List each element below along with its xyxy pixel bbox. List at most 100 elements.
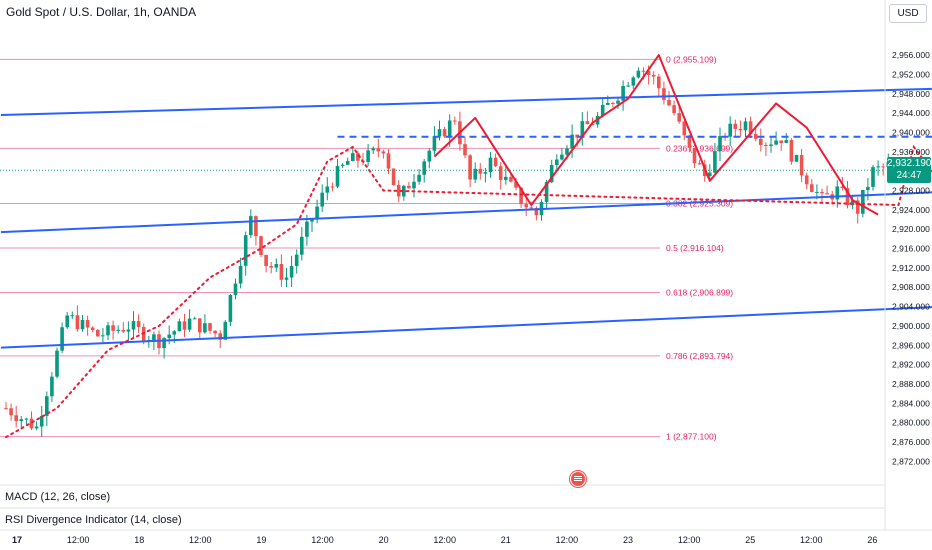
candle-body — [19, 419, 24, 422]
drawing-tools[interactable] — [0, 54, 932, 439]
price-tick-label: 2,872.000 — [892, 456, 930, 466]
candle-body — [641, 70, 646, 72]
candle-body — [335, 165, 340, 187]
candle-body — [764, 144, 768, 147]
candle-body — [407, 185, 411, 189]
price-tick-label: 2,928.000 — [892, 185, 930, 195]
candle-body — [279, 263, 284, 280]
candle-body — [396, 185, 401, 197]
candle-body — [300, 236, 304, 255]
candle-body — [794, 154, 799, 162]
candle-body — [101, 335, 105, 337]
candle-body — [345, 161, 350, 165]
candle-body — [55, 350, 59, 377]
candle-body — [493, 157, 498, 167]
candle-body — [376, 148, 381, 152]
candle-body — [733, 123, 738, 129]
fibonacci-retracement[interactable]: 0 (2,955.109) 0.236 (2,936.699) 0.382 (2,9… — [0, 54, 885, 442]
us-flag-icon[interactable] — [570, 471, 586, 487]
candle-body — [45, 396, 49, 416]
zigzag-pattern-path[interactable] — [433, 54, 879, 216]
candle-body — [687, 135, 692, 148]
currency-button[interactable]: USD — [889, 4, 927, 23]
candle-body — [855, 200, 860, 214]
time-tick-label: 12:00 — [311, 535, 334, 545]
trend-channel-line[interactable] — [0, 286, 932, 349]
candle-body — [192, 318, 197, 320]
candle-body — [590, 124, 595, 126]
candle-body — [616, 100, 620, 104]
candle-body — [473, 168, 477, 180]
candle-body — [65, 315, 69, 328]
candle-body — [672, 105, 676, 114]
candle-body — [677, 113, 681, 122]
fib-level-label: 0.236 (2,936.699) — [666, 143, 733, 153]
price-tick-label: 2,908.000 — [892, 282, 930, 292]
fib-level-label: 0 (2,955.109) — [666, 54, 717, 64]
candle-body — [330, 186, 335, 188]
price-tick-label: 2,880.000 — [892, 418, 930, 428]
time-tick-label: 12:00 — [433, 535, 456, 545]
candle-body — [315, 206, 319, 220]
candle-body — [881, 166, 885, 168]
candle-body — [585, 121, 590, 125]
candle-body — [238, 265, 243, 284]
candle-body — [121, 329, 126, 332]
candle-body — [371, 148, 375, 151]
candle-body — [636, 70, 641, 78]
candle-body — [381, 151, 386, 154]
candle-body — [182, 321, 187, 330]
projection-path[interactable] — [5, 144, 932, 439]
price-tick-label: 2,916.000 — [892, 244, 930, 254]
candle-body — [366, 150, 370, 162]
candle-body — [412, 181, 416, 189]
candle-body — [198, 318, 202, 333]
candle-body — [799, 154, 804, 176]
candle-body — [692, 147, 697, 164]
candle-body — [753, 133, 758, 139]
candle-body — [478, 168, 483, 174]
candle-body — [152, 334, 156, 340]
current-price-label: 2,932.190 — [887, 158, 932, 169]
candle-body — [422, 161, 426, 175]
candle-body — [657, 76, 661, 89]
trend-channel-line[interactable] — [0, 81, 932, 117]
price-tick-label: 2,912.000 — [892, 263, 930, 273]
candle-body — [498, 166, 503, 180]
candle-body — [784, 140, 789, 143]
candle-body — [29, 418, 34, 429]
candle-body — [453, 120, 457, 122]
candle-body — [320, 192, 324, 207]
candle-body — [509, 176, 513, 182]
candle-body — [575, 134, 579, 138]
price-tick-label: 2,940.000 — [892, 127, 930, 137]
trend-channel-line[interactable] — [0, 176, 932, 234]
candle-body — [274, 263, 279, 268]
candle-body — [524, 204, 528, 208]
candle-body — [861, 189, 865, 214]
fib-level-label: 0.5 (2,916.104) — [666, 243, 724, 253]
candle-body — [835, 186, 840, 200]
candle-body — [391, 168, 396, 186]
candle-body — [488, 157, 493, 173]
candle-body — [871, 167, 875, 187]
candle-body — [172, 331, 177, 335]
candle-body — [667, 99, 671, 106]
candle-body — [167, 334, 171, 339]
candle-body — [243, 235, 248, 266]
candle-body — [774, 140, 778, 145]
rsi-pane-label[interactable]: RSI Divergence Indicator (14, close) — [5, 514, 182, 526]
macd-pane-label[interactable]: MACD (12, 26, close) — [5, 491, 111, 503]
candle-body — [264, 254, 268, 267]
candle-body — [9, 408, 13, 416]
time-tick-label: 12:00 — [678, 535, 701, 545]
candle-body — [606, 103, 610, 105]
candle-body — [810, 184, 814, 192]
time-tick-label: 12:00 — [800, 535, 823, 545]
candle-body — [126, 329, 131, 332]
candle-body — [96, 329, 100, 337]
candle-body — [789, 140, 794, 162]
candle-body — [728, 123, 732, 137]
candle-body — [116, 329, 120, 331]
